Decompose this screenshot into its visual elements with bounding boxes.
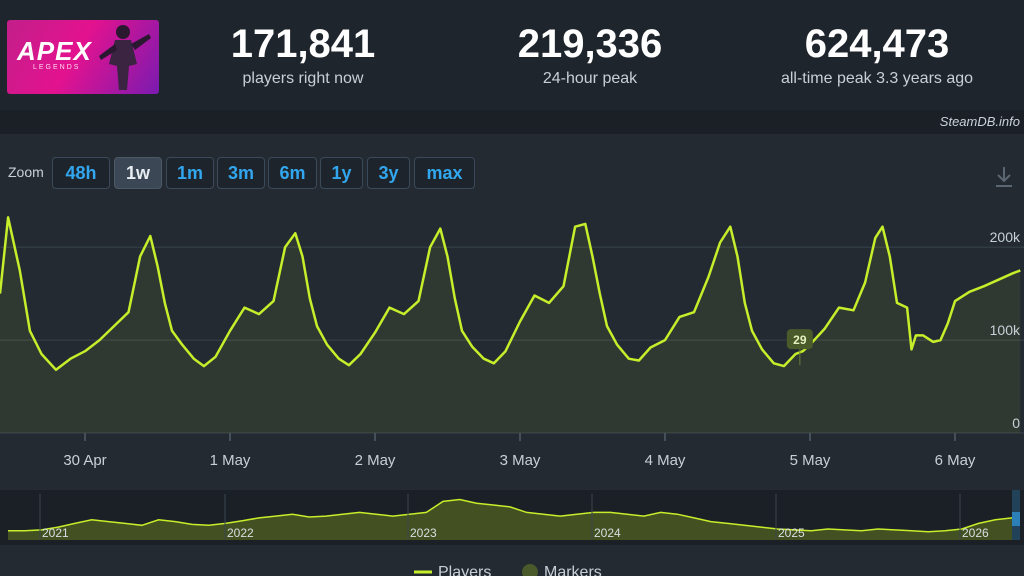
- character-figure-icon: [99, 25, 151, 90]
- event-marker[interactable]: [786, 329, 813, 350]
- zoom-1m-button[interactable]: 1m: [166, 157, 214, 189]
- zoom-label: Zoom: [8, 164, 44, 180]
- all-time-peak-value: 624,473: [804, 22, 950, 66]
- navigator-handle[interactable]: [1012, 512, 1020, 526]
- download-icon[interactable]: [992, 164, 1016, 190]
- chart-legend: Players Markers: [414, 564, 602, 576]
- navigator-year-label: 2021: [42, 526, 69, 540]
- current-players-stat: 171,841 players right now: [183, 20, 423, 90]
- all-time-peak-label: all-time peak 3.3 years ago: [780, 70, 974, 87]
- markers-legend-swatch: [522, 564, 538, 576]
- x-tick-label: 4 May: [645, 452, 686, 469]
- navigator-year-label: 2024: [594, 526, 621, 540]
- game-logo[interactable]: APEX LEGENDS: [7, 20, 159, 94]
- zoom-48h-button[interactable]: 48h: [52, 157, 110, 189]
- y-tick-label: 0: [1012, 415, 1020, 431]
- x-tick-label: 30 Apr: [63, 452, 106, 469]
- navigator-year-label: 2023: [410, 526, 437, 540]
- navigator-year-label: 2026: [962, 526, 989, 540]
- day-peak-value: 219,336: [517, 22, 663, 66]
- current-players-label: players right now: [242, 70, 364, 87]
- x-tick-label: 6 May: [935, 452, 976, 469]
- players-series-line[interactable]: [0, 216, 1021, 372]
- logo-subtext: LEGENDS: [33, 64, 81, 71]
- zoom-max-button[interactable]: max: [414, 157, 475, 189]
- x-tick-label: 3 May: [500, 452, 541, 469]
- zoom-3m-button[interactable]: 3m: [217, 157, 265, 189]
- separator: [0, 110, 1024, 134]
- y-tick-label: 200k: [990, 229, 1021, 245]
- player-count-chart[interactable]: 29 0 100k 200k 30 Apr 1 May 2 May 3 May 4 May 5…: [0, 200, 1024, 475]
- x-tick-label: 2 May: [355, 452, 396, 469]
- stats-header: APEX LEGENDS 171,841 players right now 2…: [0, 0, 1024, 110]
- players-area: [0, 217, 1021, 433]
- zoom-1y-button[interactable]: 1y: [320, 157, 363, 189]
- current-players-value: 171,841: [230, 22, 376, 66]
- all-time-peak-stat: 624,473 all-time peak 3.3 years ago: [757, 20, 997, 90]
- zoom-6m-button[interactable]: 6m: [268, 157, 317, 189]
- day-peak-label: 24-hour peak: [542, 70, 638, 87]
- zoom-1w-button[interactable]: 1w: [114, 157, 162, 189]
- y-tick-label: 100k: [990, 322, 1021, 338]
- day-peak-stat: 219,336 24-hour peak: [470, 20, 710, 90]
- navigator-line: [8, 498, 1013, 533]
- x-tick-label: 1 May: [210, 452, 251, 469]
- steamdb-credit-link[interactable]: SteamDB.info: [939, 114, 1020, 129]
- zoom-3y-button[interactable]: 3y: [367, 157, 410, 189]
- event-marker-label: 29: [793, 333, 807, 347]
- markers-legend-label[interactable]: Markers: [544, 564, 602, 576]
- logo-text: APEX: [17, 36, 92, 66]
- navigator-chart[interactable]: 2021 2022 2023 2024 2025 2026: [0, 490, 1024, 545]
- navigator-year-label: 2022: [227, 526, 254, 540]
- navigator-year-label: 2025: [778, 526, 805, 540]
- x-tick-label: 5 May: [790, 452, 831, 469]
- players-legend-label[interactable]: Players: [438, 564, 491, 576]
- navigator-area: [8, 499, 1012, 540]
